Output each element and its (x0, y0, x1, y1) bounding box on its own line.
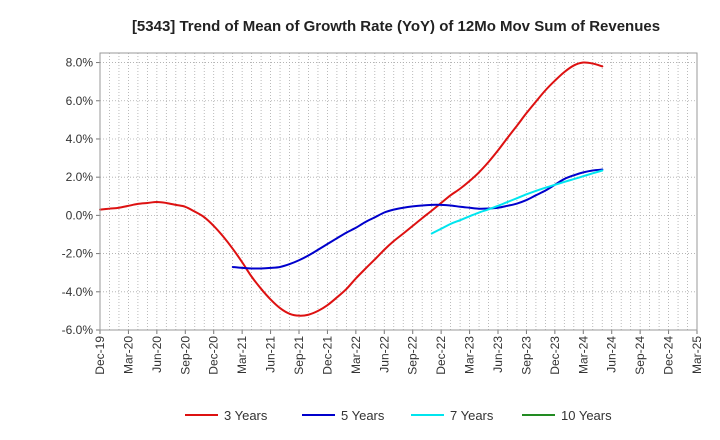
series-line-7-years (430, 169, 604, 235)
y-tick-label: 0.0% (66, 208, 94, 222)
x-tick-label: Mar-21 (235, 336, 249, 374)
x-tick-label: Sep-23 (519, 336, 533, 375)
x-tick-label: Sep-22 (406, 336, 420, 375)
chart-title: [5343] Trend of Mean of Growth Rate (YoY… (132, 18, 660, 35)
legend-label-5-years: 5 Years (341, 408, 385, 423)
legend-label-10-years: 10 Years (561, 408, 612, 423)
x-tick-label: Mar-25 (690, 336, 704, 374)
plot-frame (99, 52, 698, 331)
x-tick-label: Mar-24 (576, 336, 590, 374)
y-tick-label: 6.0% (66, 94, 94, 108)
x-axis-ticks: Dec-19 Mar-20 Jun-20 Sep-20 Dec-20 Mar-21 Jun-… (93, 330, 704, 375)
x-tick-label: Jun-23 (491, 336, 505, 373)
x-tick-label: Sep-24 (633, 336, 647, 375)
legend-label-3-years: 3 Years (224, 408, 268, 423)
x-tick-label: Dec-20 (207, 336, 221, 375)
x-tick-label: Mar-23 (463, 336, 477, 374)
series-lines (99, 61, 604, 317)
x-tick-label: Dec-23 (548, 336, 562, 375)
legend-label-7-years: 7 Years (450, 408, 494, 423)
y-tick-label: -6.0% (62, 323, 94, 337)
x-tick-label: Dec-21 (320, 336, 334, 375)
x-tick-label: Mar-20 (121, 336, 135, 374)
grid (100, 53, 697, 331)
x-tick-label: Dec-24 (662, 336, 676, 375)
series-line-5-years (231, 168, 604, 270)
y-tick-label: -4.0% (62, 285, 94, 299)
x-tick-label: Dec-22 (434, 336, 448, 375)
y-tick-label: 8.0% (66, 56, 94, 70)
y-axis-ticks: 8.0% 6.0% 4.0% 2.0% 0.0% -2.0% -4.0% -6.0% (62, 56, 100, 337)
x-tick-label: Jun-24 (605, 336, 619, 373)
x-tick-label: Mar-22 (349, 336, 363, 374)
legend: 3 Years 5 Years 7 Years 10 Years (185, 408, 612, 423)
x-tick-label: Jun-21 (264, 336, 278, 373)
y-tick-label: 2.0% (66, 170, 94, 184)
series-line-3-years (99, 61, 604, 317)
y-tick-label: -2.0% (62, 247, 94, 261)
x-tick-label: Dec-19 (93, 336, 107, 375)
y-tick-label: 4.0% (66, 132, 94, 146)
x-tick-label: Jun-22 (377, 336, 391, 373)
x-tick-label: Jun-20 (150, 336, 164, 373)
x-tick-label: Sep-21 (292, 336, 306, 375)
x-tick-label: Sep-20 (178, 336, 192, 375)
